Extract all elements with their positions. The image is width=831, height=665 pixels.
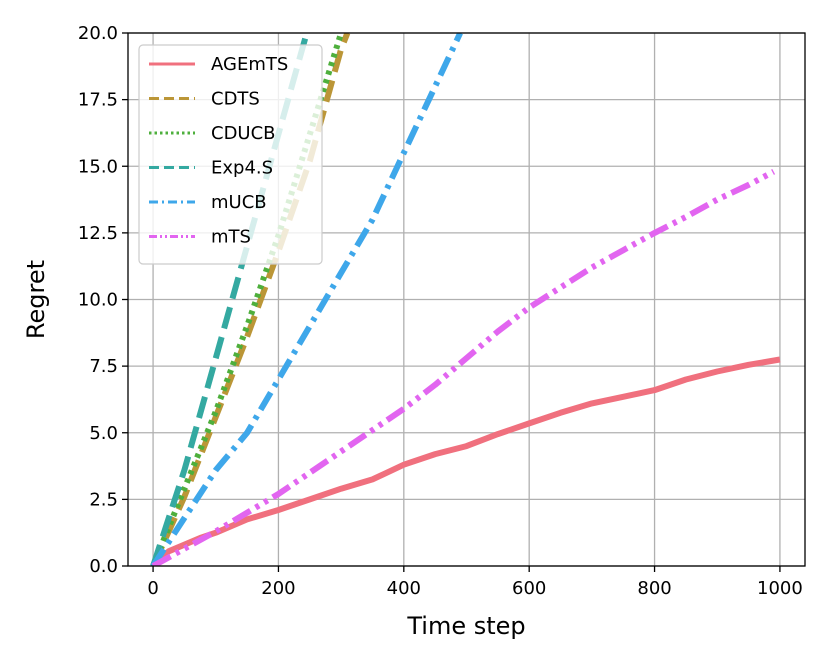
x-tick-label: 1000 bbox=[757, 578, 803, 599]
plot-frame bbox=[127, 32, 806, 567]
x-axis-label: Time step bbox=[406, 612, 525, 640]
x-tick-label: 600 bbox=[512, 578, 546, 599]
x-tick-label: 400 bbox=[387, 578, 421, 599]
y-tick-label: 17.5 bbox=[78, 90, 118, 111]
legend-label: CDUCB bbox=[211, 123, 276, 144]
series-line-mts bbox=[151, 168, 776, 566]
legend-label: mUCB bbox=[211, 192, 267, 213]
y-tick-label: 7.5 bbox=[89, 356, 118, 377]
series-line-agemts bbox=[151, 356, 781, 566]
x-tick-label: 200 bbox=[261, 578, 295, 599]
legend-label: CDTS bbox=[211, 89, 260, 110]
x-tick-label: 0 bbox=[147, 578, 158, 599]
y-tick-label: 15.0 bbox=[78, 156, 118, 177]
legend: AGEmTS CDTS CDUCB Exp4.S mUCB mTS bbox=[138, 44, 323, 265]
y-tick-label: 12.5 bbox=[78, 223, 118, 244]
series-line-cdts bbox=[150, 33, 351, 566]
y-tick-label: 5.0 bbox=[89, 423, 118, 444]
legend-label: mTS bbox=[211, 227, 251, 248]
axis-ticks: 0 200 400 600 800 1000 0.0 2.5 5.0 7.5 10.0 12.5 15.… bbox=[78, 23, 803, 599]
y-tick-label: 10.0 bbox=[78, 290, 118, 311]
series-line-mucb bbox=[150, 33, 463, 566]
x-tick-label: 800 bbox=[637, 578, 671, 599]
y-tick-label: 20.0 bbox=[78, 23, 118, 44]
y-axis-label: Regret bbox=[22, 260, 50, 339]
y-tick-label: 0.0 bbox=[89, 556, 118, 577]
legend-label: Exp4.S bbox=[211, 158, 273, 179]
legend-label: AGEmTS bbox=[211, 54, 288, 75]
y-tick-label: 2.5 bbox=[89, 489, 118, 510]
